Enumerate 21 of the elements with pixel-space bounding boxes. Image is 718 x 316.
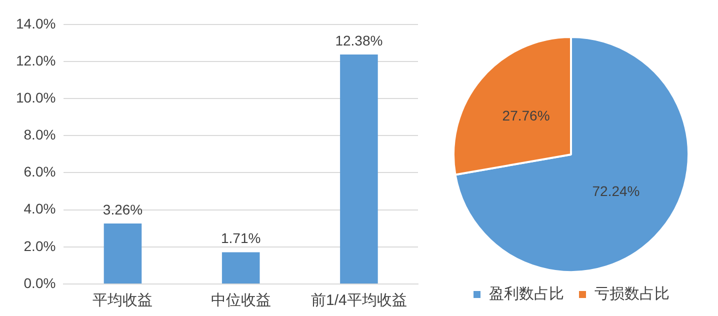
y-tick-label: 12.0% <box>16 52 56 68</box>
y-tick-label: 14.0% <box>16 15 56 32</box>
data-label: 12.38% <box>335 32 383 48</box>
legend-label: 亏损数占比 <box>594 286 670 303</box>
y-tick-label: 0.0% <box>24 274 56 291</box>
bar <box>222 252 260 284</box>
bar <box>340 54 378 284</box>
y-tick-label: 4.0% <box>24 200 56 217</box>
data-label: 1.71% <box>220 230 261 246</box>
data-label: 27.76% <box>502 108 550 124</box>
x-tick-label: 平均收益 <box>92 292 153 310</box>
legend-label: 盈利数占比 <box>489 286 564 303</box>
y-tick-label: 6.0% <box>24 164 56 180</box>
y-tick-label: 2.0% <box>24 238 56 254</box>
data-label: 72.24% <box>592 183 640 200</box>
x-tick-label: 前1/4平均收益 <box>311 292 407 310</box>
y-tick-label: 8.0% <box>24 126 56 143</box>
x-tick-label: 中位收益 <box>210 292 271 310</box>
bar <box>104 224 142 284</box>
data-label: 3.26% <box>102 201 143 218</box>
y-tick-label: 10.0% <box>16 89 56 106</box>
